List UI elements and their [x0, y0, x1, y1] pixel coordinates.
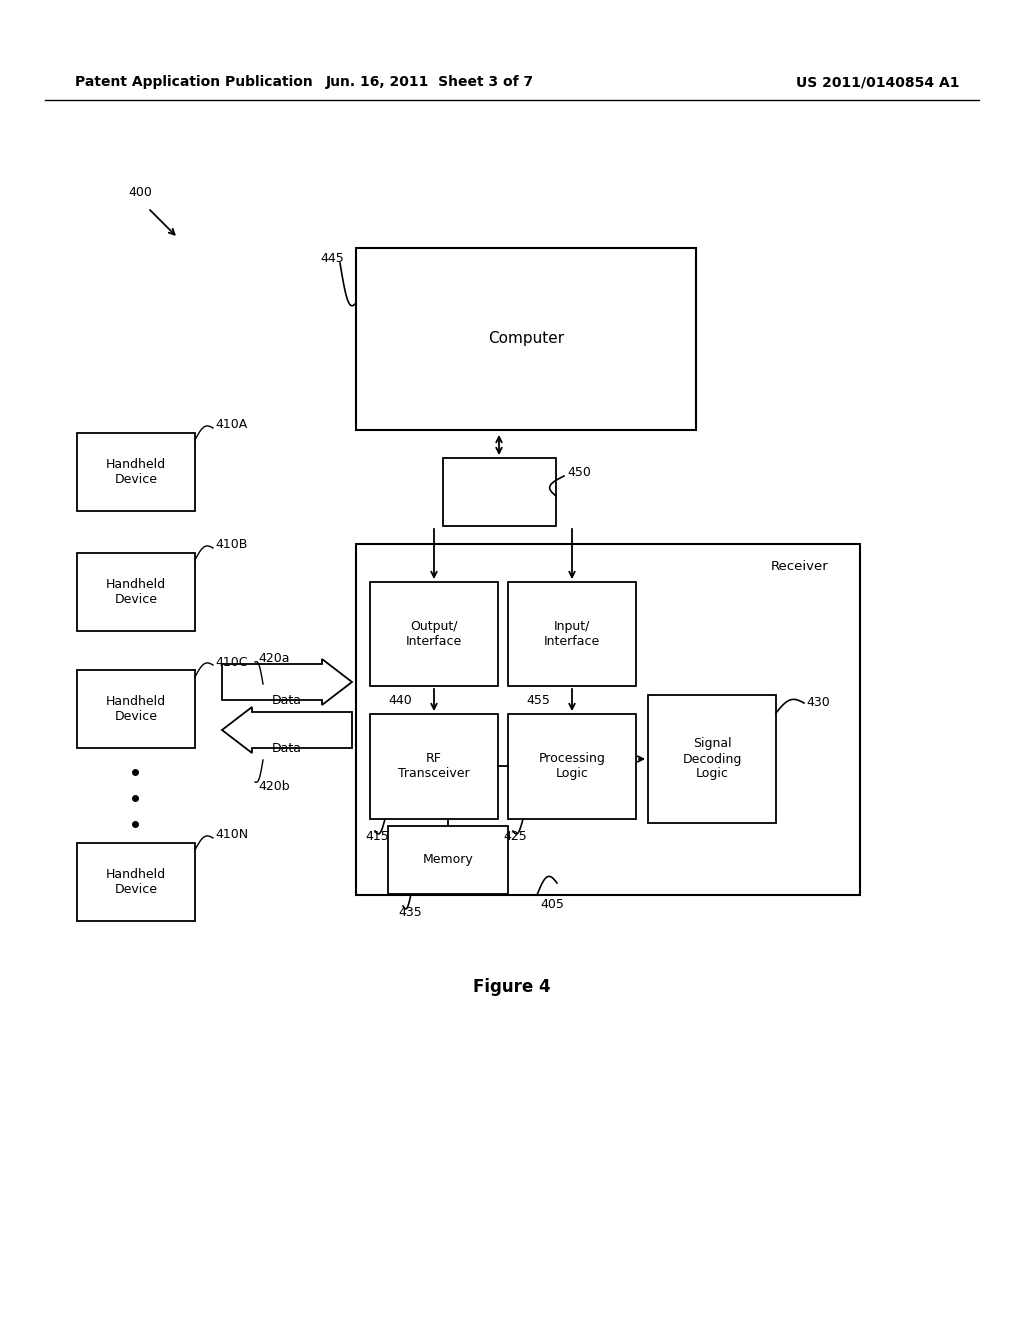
Bar: [388, 826, 508, 894]
Text: Jun. 16, 2011  Sheet 3 of 7: Jun. 16, 2011 Sheet 3 of 7: [326, 75, 535, 88]
Text: Patent Application Publication: Patent Application Publication: [75, 75, 312, 88]
Bar: [443, 458, 556, 525]
FancyArrow shape: [222, 659, 352, 705]
Bar: [648, 696, 776, 822]
Bar: [370, 582, 498, 686]
Text: Processing
Logic: Processing Logic: [539, 752, 605, 780]
Text: Computer: Computer: [488, 331, 564, 346]
Text: Handheld
Device: Handheld Device: [105, 578, 166, 606]
Bar: [77, 671, 195, 748]
Text: 455: 455: [526, 694, 550, 708]
Text: 410C: 410C: [215, 656, 248, 668]
Bar: [508, 714, 636, 818]
Text: Handheld
Device: Handheld Device: [105, 696, 166, 723]
Bar: [356, 248, 696, 430]
Text: Figure 4: Figure 4: [473, 978, 551, 997]
Text: Input/
Interface: Input/ Interface: [544, 620, 600, 648]
Text: 420b: 420b: [258, 780, 290, 792]
Text: 415: 415: [365, 830, 389, 843]
FancyArrow shape: [222, 708, 352, 752]
Text: 400: 400: [128, 186, 152, 199]
Text: Output/
Interface: Output/ Interface: [406, 620, 462, 648]
Text: 430: 430: [806, 697, 829, 710]
Text: 410B: 410B: [215, 539, 248, 552]
Bar: [77, 843, 195, 921]
Text: Handheld
Device: Handheld Device: [105, 869, 166, 896]
Text: US 2011/0140854 A1: US 2011/0140854 A1: [797, 75, 961, 88]
Text: Receiver: Receiver: [771, 560, 828, 573]
Text: Signal
Decoding
Logic: Signal Decoding Logic: [682, 738, 741, 780]
Text: 410A: 410A: [215, 418, 247, 432]
Text: 450: 450: [567, 466, 591, 479]
Text: Handheld
Device: Handheld Device: [105, 458, 166, 486]
Text: 435: 435: [398, 906, 422, 919]
Text: RF
Transceiver: RF Transceiver: [398, 752, 470, 780]
Text: 420a: 420a: [258, 652, 290, 664]
Bar: [508, 582, 636, 686]
Bar: [77, 553, 195, 631]
Bar: [77, 433, 195, 511]
Text: Data: Data: [272, 693, 302, 706]
Text: 410N: 410N: [215, 829, 248, 842]
Text: 440: 440: [388, 694, 412, 708]
Text: 405: 405: [540, 899, 564, 912]
Bar: [356, 544, 860, 895]
Text: 445: 445: [319, 252, 344, 264]
Bar: [370, 714, 498, 818]
Text: Data: Data: [272, 742, 302, 755]
Text: Memory: Memory: [423, 854, 473, 866]
Text: 425: 425: [503, 830, 526, 843]
